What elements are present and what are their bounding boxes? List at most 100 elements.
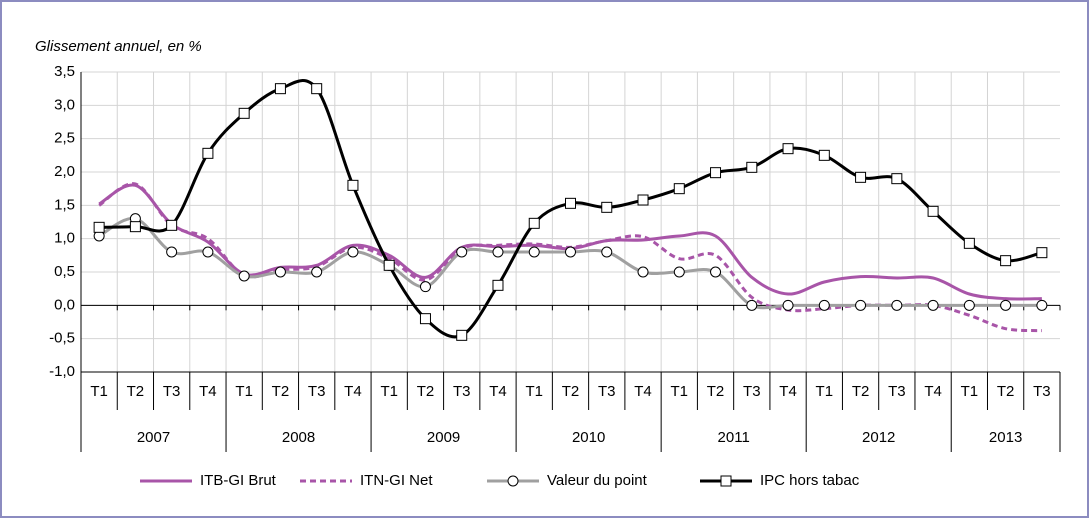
marker bbox=[528, 217, 540, 229]
marker bbox=[673, 183, 685, 195]
marker bbox=[637, 194, 649, 206]
y-tick-label: 1,5 bbox=[54, 196, 75, 213]
x-tick-label: T3 bbox=[308, 383, 326, 400]
group-label: 2012 bbox=[862, 429, 895, 446]
marker bbox=[601, 201, 613, 213]
x-tick-label: T1 bbox=[235, 383, 253, 400]
legend-label: ITB-GI Brut bbox=[200, 472, 277, 489]
marker bbox=[166, 246, 178, 258]
x-tick-label: T1 bbox=[961, 383, 979, 400]
marker bbox=[238, 270, 250, 282]
marker bbox=[383, 259, 395, 271]
marker bbox=[891, 299, 903, 311]
marker bbox=[202, 246, 214, 258]
x-tick-label: T2 bbox=[417, 383, 435, 400]
marker bbox=[818, 299, 830, 311]
x-tick-label: T1 bbox=[380, 383, 398, 400]
legend-label: Valeur du point bbox=[547, 472, 648, 489]
y-tick-label: 3,0 bbox=[54, 96, 75, 113]
marker bbox=[274, 83, 286, 95]
marker bbox=[855, 299, 867, 311]
x-tick-label: T4 bbox=[344, 383, 362, 400]
chart-subtitle: Glissement annuel, en % bbox=[35, 38, 202, 55]
marker bbox=[238, 107, 250, 119]
marker bbox=[528, 246, 540, 258]
marker bbox=[1036, 299, 1048, 311]
series-line bbox=[99, 79, 1043, 339]
x-tick-label: T1 bbox=[671, 383, 689, 400]
legend-label: IPC hors tabac bbox=[760, 472, 860, 489]
marker bbox=[782, 299, 794, 311]
y-tick-label: -0,5 bbox=[49, 330, 75, 347]
x-tick-label: T4 bbox=[924, 383, 942, 400]
marker bbox=[311, 266, 323, 278]
marker bbox=[565, 197, 576, 209]
group-label: 2009 bbox=[427, 429, 460, 446]
marker bbox=[927, 299, 939, 311]
x-tick-label: T1 bbox=[816, 383, 834, 400]
marker bbox=[720, 475, 732, 487]
x-tick-label: T3 bbox=[453, 383, 471, 400]
y-tick-label: 3,5 bbox=[54, 63, 75, 80]
marker bbox=[927, 205, 939, 217]
group-label: 2013 bbox=[989, 429, 1022, 446]
y-tick-label: 2,0 bbox=[54, 163, 75, 180]
x-tick-label: T3 bbox=[1033, 383, 1051, 400]
marker bbox=[710, 266, 722, 278]
marker bbox=[507, 475, 519, 487]
y-tick-label: 0,5 bbox=[54, 263, 75, 280]
marker bbox=[456, 329, 468, 341]
marker bbox=[818, 149, 830, 161]
marker bbox=[492, 279, 504, 291]
group-label: 2007 bbox=[137, 429, 170, 446]
marker bbox=[492, 246, 504, 258]
group-label: 2011 bbox=[718, 429, 750, 446]
x-tick-label: T2 bbox=[707, 383, 725, 400]
x-tick-label: T3 bbox=[743, 383, 761, 400]
marker bbox=[746, 161, 758, 173]
y-tick-label: -1,0 bbox=[49, 363, 75, 380]
marker bbox=[93, 221, 105, 233]
y-tick-label: 2,5 bbox=[54, 130, 75, 147]
marker bbox=[419, 313, 431, 325]
x-tick-label: T4 bbox=[489, 383, 507, 400]
marker bbox=[202, 147, 214, 159]
legend-label: ITN-GI Net bbox=[360, 472, 433, 489]
marker bbox=[673, 266, 685, 278]
y-tick-label: 1,0 bbox=[54, 230, 75, 247]
marker bbox=[456, 246, 468, 258]
marker bbox=[1000, 255, 1012, 267]
x-tick-label: T4 bbox=[634, 383, 652, 400]
x-tick-label: T2 bbox=[997, 383, 1015, 400]
marker bbox=[1036, 247, 1048, 259]
marker bbox=[855, 171, 867, 183]
marker bbox=[347, 246, 359, 258]
marker bbox=[782, 143, 794, 155]
x-tick-label: T3 bbox=[163, 383, 181, 400]
marker bbox=[963, 299, 975, 311]
marker bbox=[166, 219, 178, 231]
x-tick-label: T3 bbox=[888, 383, 906, 400]
x-tick-label: T2 bbox=[127, 383, 145, 400]
marker bbox=[601, 246, 613, 258]
marker bbox=[637, 266, 649, 278]
marker bbox=[311, 83, 323, 95]
marker bbox=[1000, 299, 1012, 311]
x-tick-label: T2 bbox=[562, 383, 580, 400]
marker bbox=[565, 246, 576, 258]
y-tick-label: 0,0 bbox=[54, 296, 75, 313]
group-label: 2010 bbox=[572, 429, 605, 446]
marker bbox=[129, 221, 141, 233]
x-tick-label: T3 bbox=[598, 383, 616, 400]
x-tick-label: T1 bbox=[90, 383, 108, 400]
marker bbox=[274, 266, 286, 278]
marker bbox=[710, 167, 722, 179]
x-tick-label: T4 bbox=[199, 383, 217, 400]
x-tick-label: T2 bbox=[852, 383, 870, 400]
marker bbox=[419, 281, 431, 293]
x-tick-label: T4 bbox=[779, 383, 797, 400]
x-tick-label: T2 bbox=[272, 383, 290, 400]
marker bbox=[891, 173, 903, 185]
